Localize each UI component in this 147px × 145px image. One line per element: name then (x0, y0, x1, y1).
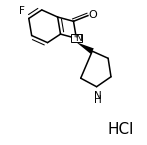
Text: N: N (94, 91, 102, 101)
Text: F: F (19, 6, 25, 16)
Text: O: O (89, 10, 97, 20)
Polygon shape (76, 42, 94, 54)
FancyBboxPatch shape (71, 35, 82, 42)
Text: HCl: HCl (108, 122, 134, 137)
Text: H: H (94, 95, 102, 105)
Text: N: N (75, 34, 81, 43)
Text: *: * (74, 34, 78, 43)
